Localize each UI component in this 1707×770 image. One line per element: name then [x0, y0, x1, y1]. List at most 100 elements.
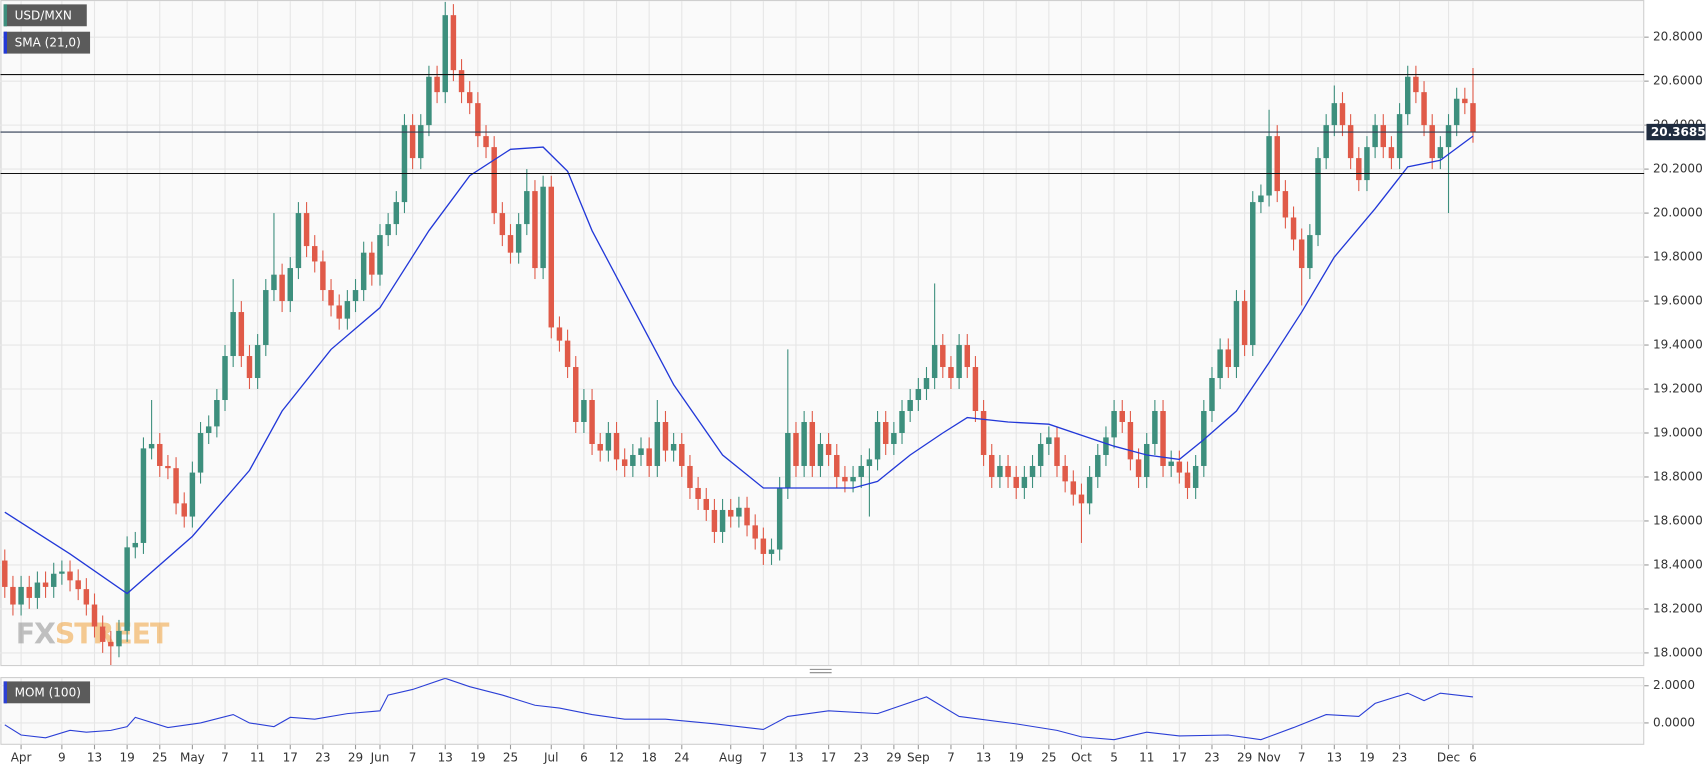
- candle-body: [1470, 103, 1476, 132]
- candle-body: [1176, 461, 1183, 473]
- candle-body: [1119, 411, 1125, 423]
- candle-body: [230, 312, 236, 357]
- legend-sma[interactable]: SMA (21,0): [3, 31, 91, 54]
- candle-body: [108, 641, 114, 647]
- candle-body: [679, 443, 685, 466]
- candle-body: [1201, 411, 1207, 466]
- candle-body: [744, 507, 750, 526]
- candle-body: [524, 191, 530, 225]
- candle-body: [776, 487, 783, 550]
- legend-text: MOM (100): [15, 685, 81, 699]
- candle-body: [312, 246, 318, 262]
- candle-body: [605, 432, 612, 451]
- legend-box: [3, 681, 91, 704]
- candle-body: [858, 465, 864, 477]
- candle-body: [1347, 125, 1354, 159]
- x-tick-label: 7: [1298, 750, 1306, 764]
- x-tick-label: 13: [976, 750, 991, 764]
- candle-body: [197, 432, 204, 473]
- candle-body: [328, 290, 334, 306]
- x-tick-label: 13: [788, 750, 803, 764]
- candle-body: [1046, 437, 1052, 444]
- candle-body: [1086, 476, 1093, 504]
- candle-body: [662, 422, 669, 451]
- candle-body: [687, 465, 693, 488]
- candle-body: [369, 252, 375, 275]
- candle-body: [91, 604, 98, 627]
- candle-body: [1250, 202, 1256, 346]
- candle-body: [972, 367, 979, 412]
- x-tick-label: Sep: [907, 750, 930, 764]
- candle-body: [409, 125, 416, 159]
- candle-body: [825, 443, 832, 455]
- x-tick-label: 7: [409, 750, 417, 764]
- legend-momentum[interactable]: MOM (100): [3, 681, 91, 704]
- candle-body: [1339, 103, 1346, 126]
- candle-body: [711, 509, 718, 532]
- candle-body: [1209, 378, 1215, 412]
- candle-body: [1029, 465, 1036, 477]
- x-tick-label: Dec: [1437, 750, 1460, 764]
- candle-body: [336, 305, 342, 319]
- candle-body: [205, 426, 212, 433]
- candle-body: [564, 340, 571, 368]
- candle-body: [1372, 125, 1378, 148]
- legend-box: [3, 31, 91, 54]
- candle-body: [638, 448, 644, 455]
- candle-body: [654, 422, 661, 466]
- candle-body: [434, 76, 440, 93]
- x-tick-label: 13: [1327, 750, 1342, 764]
- candle-body: [1078, 494, 1085, 504]
- x-tick-label: 13: [438, 750, 453, 764]
- candle-body: [1152, 411, 1158, 444]
- candle-body: [703, 498, 709, 510]
- candle-body: [360, 252, 367, 291]
- candle-body: [907, 400, 913, 412]
- candle-body: [475, 103, 481, 137]
- x-tick-label: 25: [1041, 750, 1056, 764]
- candle-body: [458, 70, 465, 93]
- y-tick-label: 18.6000: [1653, 513, 1703, 527]
- momentum-marks: [4, 678, 1474, 741]
- x-tick-label: 9: [58, 750, 66, 764]
- candle-body: [1405, 76, 1411, 115]
- candle-body: [556, 327, 563, 341]
- y-tick-label: 19.4000: [1653, 338, 1703, 352]
- candle-body: [418, 125, 424, 159]
- candle-body: [540, 186, 546, 269]
- x-tick-label: 12: [609, 750, 624, 764]
- candle-body: [997, 465, 1003, 477]
- momentum-line: [4, 678, 1474, 741]
- x-tick-label: 23: [1204, 750, 1219, 764]
- x-tick-label: Oct: [1071, 750, 1092, 764]
- candle-body: [1323, 125, 1329, 159]
- main-panel: [0, 0, 1645, 667]
- candle-body: [344, 301, 351, 319]
- candle-body: [295, 213, 302, 269]
- panel-resize-handle[interactable]: [809, 668, 832, 674]
- legend-text: SMA (21,0): [15, 36, 81, 50]
- x-tick-label: 11: [250, 750, 265, 764]
- x-tick-label: 29: [886, 750, 901, 764]
- watermark: FXSTREET: [16, 617, 170, 650]
- candle-body: [581, 400, 587, 423]
- candle-body: [385, 224, 391, 236]
- candle-body: [801, 422, 807, 466]
- x-tick-label: 23: [854, 750, 869, 764]
- legend-symbol[interactable]: USD/MXN: [3, 4, 87, 27]
- legend-box: [3, 4, 87, 27]
- candle-body: [426, 76, 432, 126]
- candle-body: [646, 448, 652, 466]
- candle-body: [1233, 301, 1240, 368]
- candle-body: [1274, 136, 1280, 192]
- candle-body: [1070, 481, 1077, 495]
- candle-body: [793, 432, 799, 466]
- x-tick-label: Nov: [1257, 750, 1280, 764]
- candle-body: [1421, 92, 1427, 126]
- candle-body: [891, 432, 897, 444]
- candle-body: [450, 15, 457, 71]
- candle-body: [26, 586, 32, 598]
- candle-body: [573, 367, 579, 423]
